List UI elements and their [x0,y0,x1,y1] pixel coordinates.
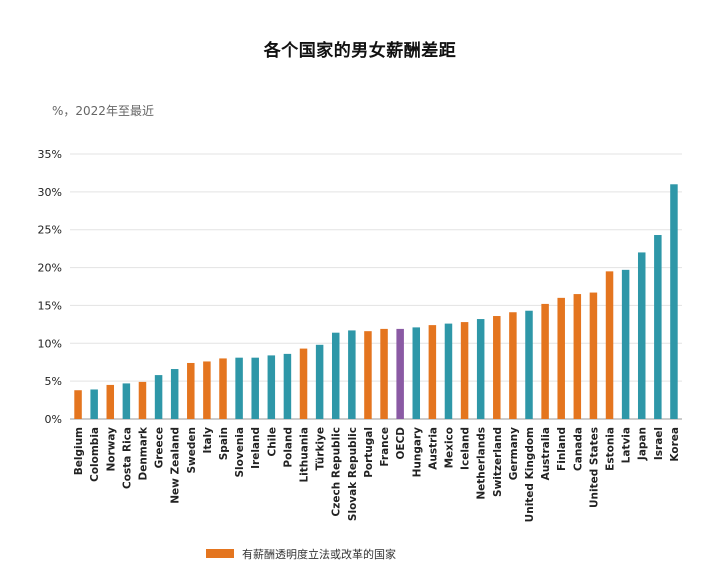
x-tick-label: Germany [508,427,520,480]
bar-france [380,328,388,419]
bar-slovenia [235,357,243,419]
bar-germany [509,312,517,419]
x-tick-label: Sweden [186,427,198,474]
x-tick-label: France [379,427,391,467]
x-tick-label: Costa Rica [121,427,133,489]
x-tick-label: Iceland [460,427,472,470]
x-tick-label: Korea [669,427,681,462]
bars [74,184,678,419]
x-tick-label: Chile [266,427,278,457]
x-tick-label: Canada [572,427,584,471]
bar-japan [637,252,646,419]
x-tick-label: Hungary [411,427,423,478]
bar-canada [573,294,582,419]
x-tick-label: Italy [202,427,214,454]
bar-oecd [396,328,404,419]
legend-label: 有薪酬透明度立法或改革的国家 [242,547,396,561]
legend: 有薪酬透明度立法或改革的国家 [206,547,396,561]
bar-czech-republic [331,332,340,419]
bar-colombia [90,389,98,419]
x-tick-label: Estonia [605,427,617,471]
bar-mexico [444,323,453,419]
x-tick-label: Netherlands [476,427,488,500]
bar-lithuania [299,348,308,419]
bar-austria [428,325,437,419]
bar-hungary [412,327,421,419]
x-tick-label: Lithuania [299,427,311,483]
bar-chile [267,355,276,419]
bar-sweden [187,362,195,419]
bar-costa-rica [122,383,131,419]
bar-switzerland [493,316,501,419]
x-tick-label: Austria [427,427,439,470]
x-tick-label: Denmark [137,426,149,481]
x-tick-label: Belgium [73,427,85,475]
x-tick-label: Greece [154,427,166,468]
bar-italy [203,361,211,419]
y-tick-label: 20% [38,262,62,275]
x-tick-label: United Kingdom [524,427,536,522]
x-tick-label: Portugal [363,427,375,478]
bar-united-kingdom [525,310,533,419]
bar-iceland [460,322,469,419]
x-tick-label: Mexico [443,427,455,468]
x-tick-label: Slovenia [234,427,246,478]
chart-subtitle: %，2022年至最近 [52,104,154,118]
y-tick-label: 10% [38,337,62,350]
bar-portugal [364,331,372,419]
bar-slovak-republic [348,330,356,419]
x-tick-label: Czech Republic [331,427,343,516]
bar-greece [154,375,163,419]
legend-swatch [206,549,234,558]
bar-norway [106,384,115,419]
bar-estonia [605,271,614,419]
bar-t-rkiye [315,344,324,419]
x-tick-label: Poland [282,427,294,468]
bar-denmark [138,381,147,419]
x-tick-label: Finland [556,427,568,471]
x-tick-label: Israel [653,427,665,460]
y-tick-label: 30% [38,186,62,199]
y-tick-label: 35% [38,148,62,161]
bar-poland [283,353,292,419]
x-tick-label: Australia [540,427,552,480]
chart-title: 各个国家的男女薪酬差距 [263,41,457,61]
bar-latvia [621,269,630,419]
x-tick-label: New Zealand [170,427,182,504]
x-tick-label: Spain [218,427,230,460]
y-tick-label: 25% [38,224,62,237]
bar-united-states [589,292,598,419]
bar-ireland [251,357,259,419]
y-tick-label: 15% [38,299,62,312]
bar-israel [654,235,662,419]
bar-spain [219,358,227,419]
y-tick-label: 0% [45,413,62,426]
bar-belgium [74,390,82,419]
bar-finland [557,297,565,419]
x-axis-labels: Belgium Colombia Norway Costa Rica Denmark Gr… [73,426,681,522]
x-tick-label: OECD [395,427,407,460]
bar-netherlands [476,319,485,419]
x-tick-label: Switzerland [492,427,504,497]
y-tick-label: 5% [45,375,62,388]
bar-australia [541,303,549,419]
bar-new-zealand [170,369,179,419]
x-tick-label: Japan [637,427,649,461]
x-tick-label: Slovak Republic [347,427,359,521]
x-tick-label: Türkiye [315,427,327,470]
x-tick-label: Latvia [621,427,633,463]
x-tick-label: Colombia [89,427,101,482]
x-tick-label: Ireland [250,427,262,469]
x-tick-label: United States [588,427,600,508]
x-tick-label: Norway [105,427,117,472]
bar-korea [670,184,678,419]
y-axis-ticks: 0% 5% 10% 15% 20% 25% 30% 35% [38,148,62,426]
